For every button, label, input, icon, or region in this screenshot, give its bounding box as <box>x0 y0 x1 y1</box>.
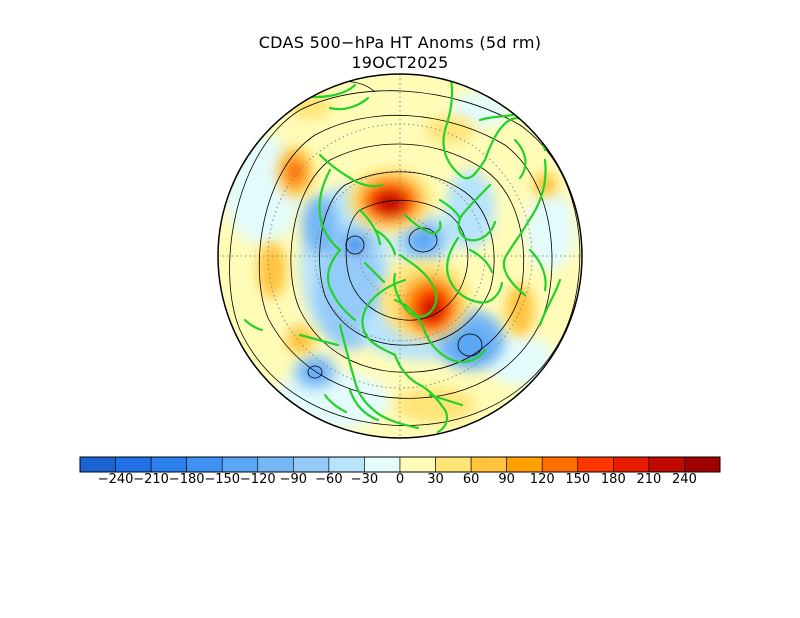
colorbar-cell <box>399 456 436 473</box>
colorbar-label: 240 <box>672 472 697 487</box>
colorbar-label: 30 <box>427 472 444 487</box>
colorbar-label: −30 <box>350 472 379 487</box>
colorbar-label: −150 <box>204 472 241 487</box>
colorbar-label: 180 <box>600 472 626 487</box>
colorbar-cell <box>150 456 187 473</box>
colorbar-label: −120 <box>239 472 276 487</box>
colorbar-label: −210 <box>133 472 169 487</box>
colorbar-label: 150 <box>565 472 591 487</box>
colorbar-cell <box>257 456 294 473</box>
colorbar-cell <box>684 456 721 473</box>
colorbar-label: −240 <box>97 472 134 487</box>
map-date: 19OCT2025 <box>351 53 449 72</box>
map-disc <box>218 74 582 438</box>
colorbar-cell <box>293 456 330 473</box>
colorbar-cell <box>115 456 152 473</box>
colorbar-label: 60 <box>462 472 480 487</box>
colorbar-cell <box>541 456 579 473</box>
colorbar-cell <box>328 456 365 473</box>
coastlines <box>243 74 562 434</box>
colorbar-cell <box>648 456 685 473</box>
colorbar-cell <box>79 456 116 473</box>
colorbar-cell <box>435 456 472 473</box>
colorbar-cell <box>364 456 401 473</box>
colorbar-label: −60 <box>315 472 343 487</box>
colorbar-cell <box>506 456 543 473</box>
height-contours <box>229 80 581 426</box>
colorbar-cell <box>186 456 223 473</box>
colorbar-label: 210 <box>636 472 662 487</box>
colorbar-label: 90 <box>498 472 515 487</box>
map-boundary <box>217 73 583 439</box>
colorbar-label: −180 <box>168 472 205 487</box>
latitude-grid <box>218 74 582 438</box>
colorbar-label: 0 <box>395 472 405 487</box>
colorbar-label: −90 <box>279 472 308 487</box>
colorbar-label: 120 <box>529 472 555 487</box>
colorbar-cell <box>613 456 650 473</box>
colorbar-cell <box>470 456 507 473</box>
colorbar-cell <box>221 456 259 473</box>
colorbar-cell <box>577 456 614 473</box>
map-title: CDAS 500−hPa HT Anoms (5d rm) <box>258 33 542 52</box>
